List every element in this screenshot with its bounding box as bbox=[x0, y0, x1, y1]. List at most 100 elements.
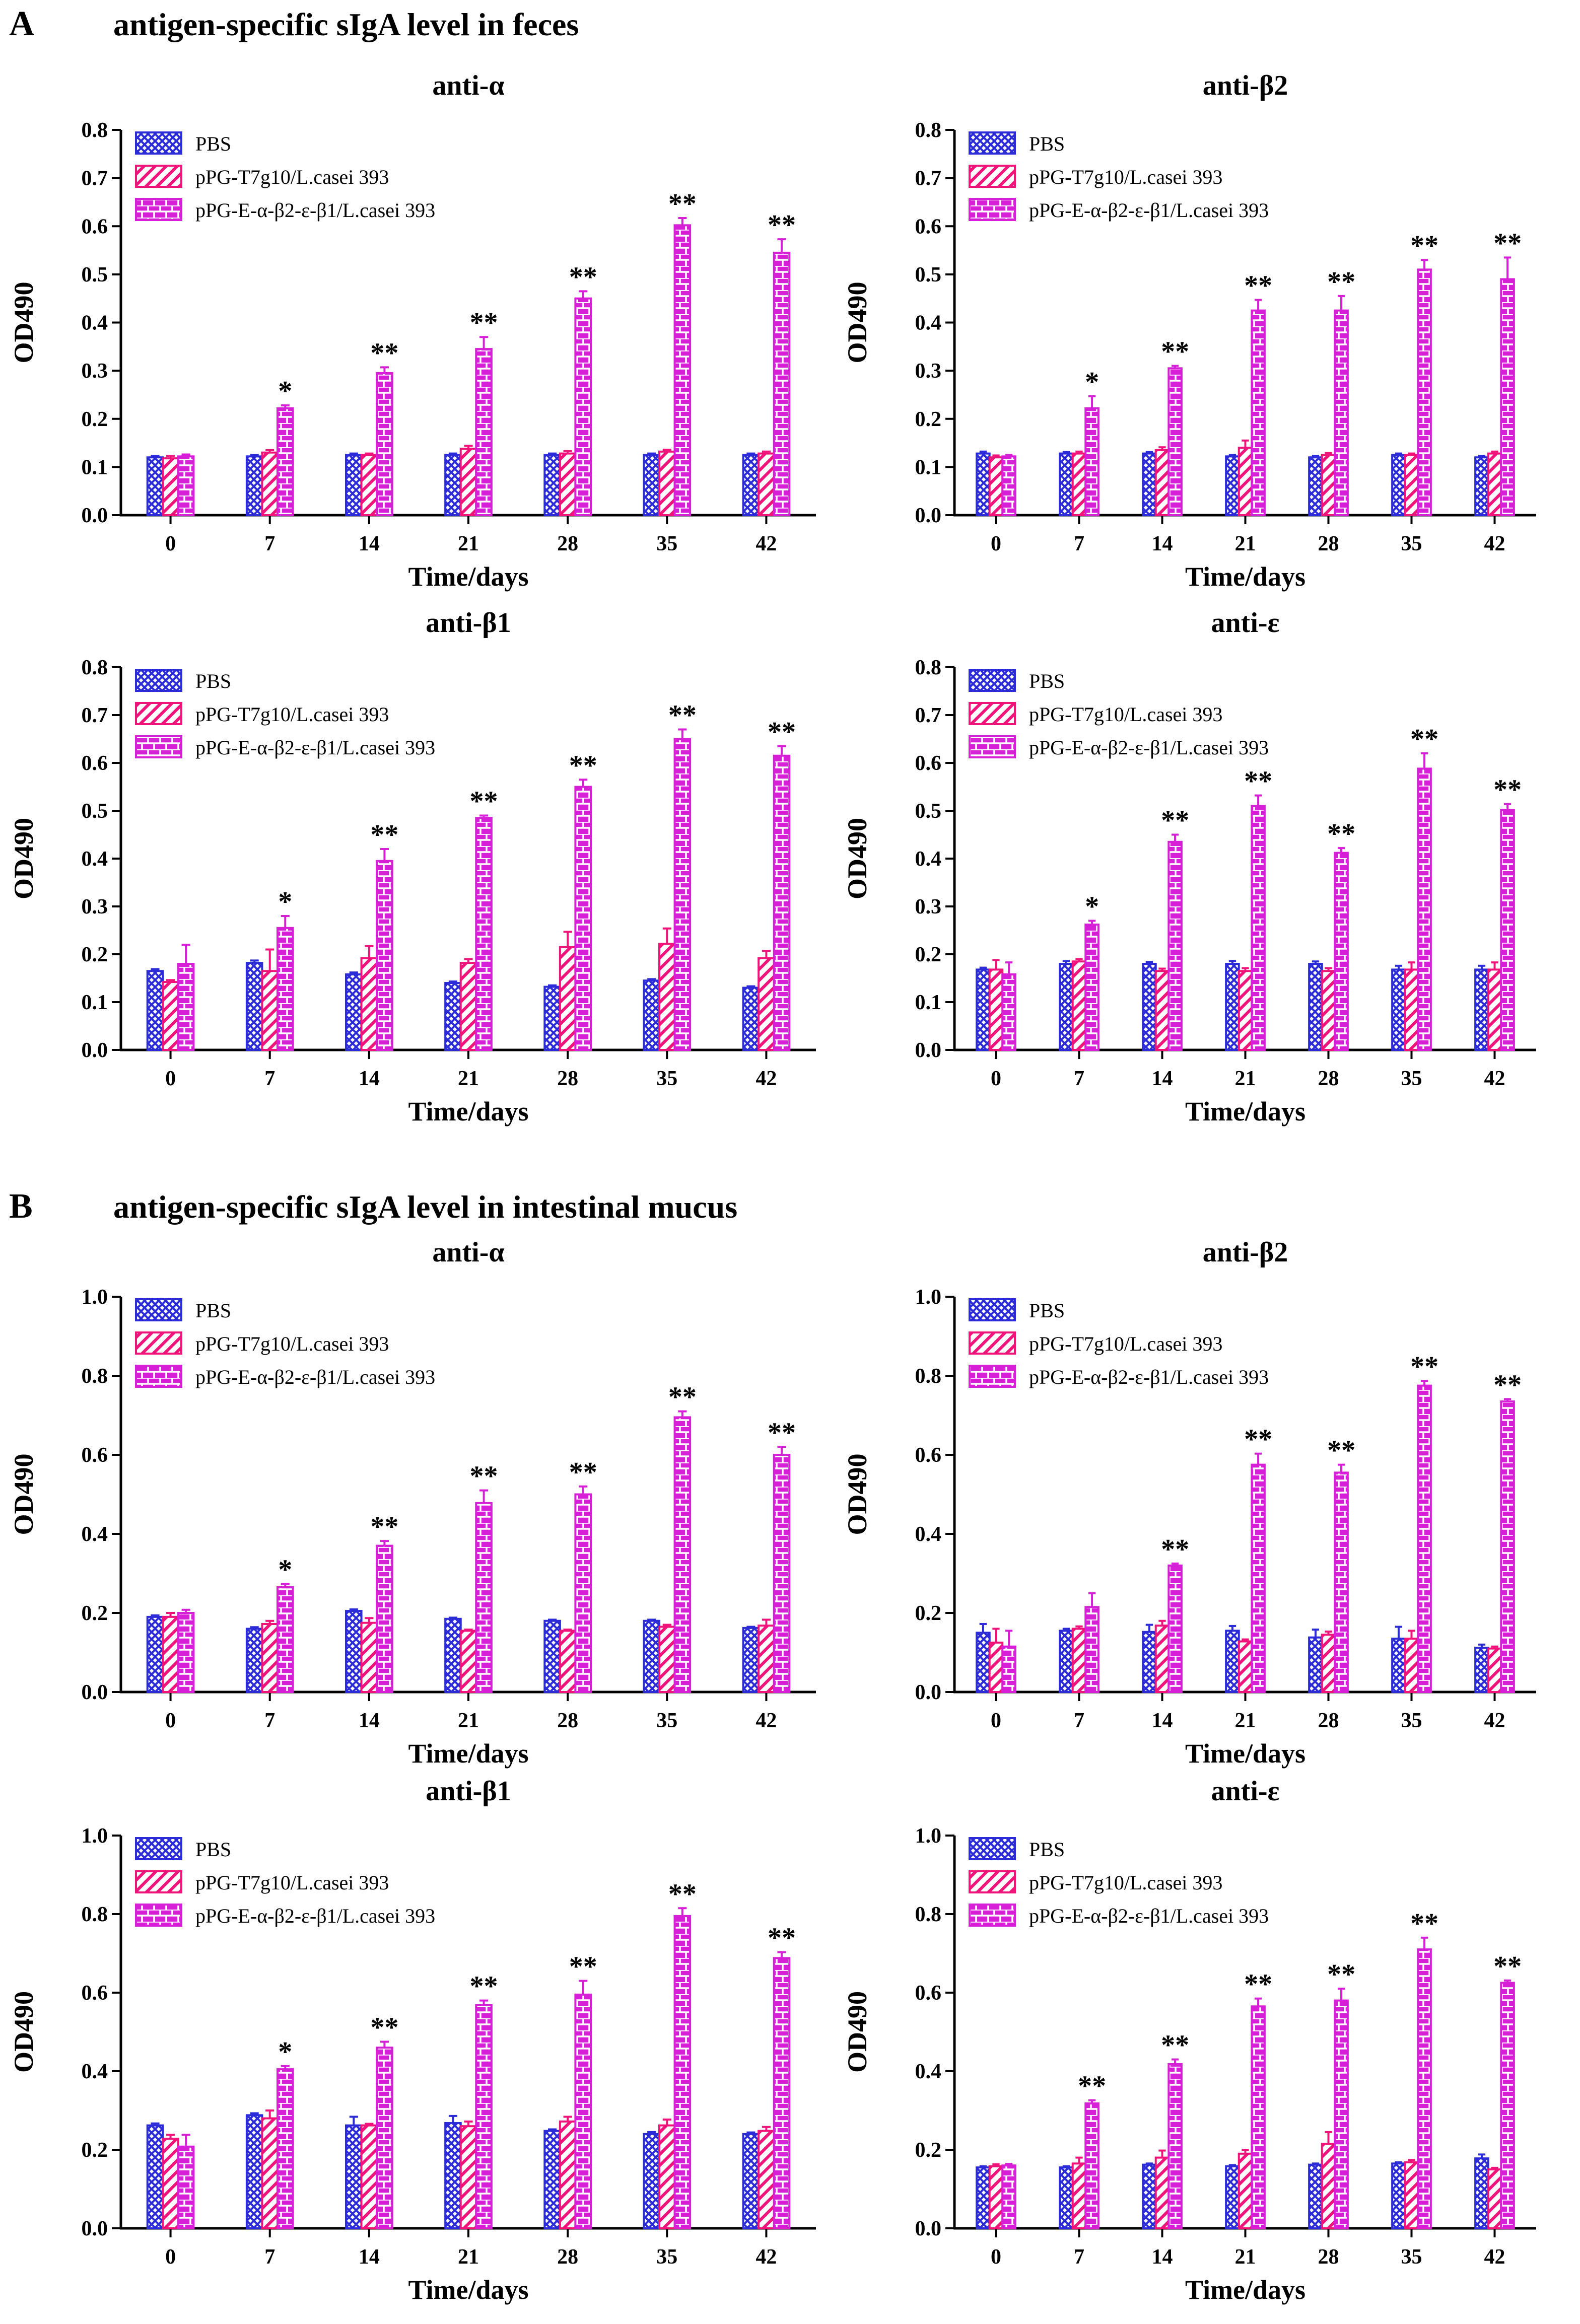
x-tick-label: 28 bbox=[557, 2245, 578, 2269]
bar-pbs bbox=[146, 970, 164, 1051]
bar-vector bbox=[559, 2120, 577, 2229]
bar-pbs bbox=[146, 1615, 164, 1694]
chart-title: anti-ε bbox=[1211, 607, 1280, 639]
significance-label: ** bbox=[569, 1457, 597, 1488]
significance-label: ** bbox=[1161, 805, 1189, 836]
bar-pbs bbox=[245, 455, 263, 517]
significance-label: ** bbox=[569, 1951, 597, 1983]
y-tick-label: 0.0 bbox=[82, 2217, 108, 2240]
y-tick-label: 0.3 bbox=[915, 895, 942, 919]
legend-swatch bbox=[969, 1837, 1016, 1860]
chart-b-7: anti-ε 0.0 0.2 0.4 0.6 0.8 1.0 OD490 Time/days 0 7… bbox=[842, 1776, 1536, 2305]
legend-swatch bbox=[969, 1298, 1016, 1321]
y-axis-title: OD490 bbox=[9, 1454, 39, 1535]
bar-recombinant bbox=[376, 1544, 393, 1694]
bar-recombinant bbox=[276, 1586, 294, 1694]
bar-pbs bbox=[742, 2133, 760, 2229]
y-tick-label: 0.5 bbox=[82, 263, 108, 287]
bar-pbs bbox=[1225, 1630, 1240, 1693]
bar-pbs bbox=[1474, 968, 1489, 1051]
legend-label: pPG-E-α-β2-ε-β1/L.casei 393 bbox=[1029, 736, 1269, 759]
bar-vector bbox=[758, 1625, 775, 1694]
section-b-letter: B bbox=[9, 1187, 33, 1226]
bar-pbs bbox=[146, 2124, 164, 2230]
bar-pbs bbox=[1391, 1638, 1406, 1693]
bar-vector bbox=[559, 946, 577, 1051]
bar-recombinant bbox=[475, 817, 493, 1051]
y-tick-label: 0.0 bbox=[915, 1681, 942, 1704]
bar-vector bbox=[1321, 454, 1336, 516]
bar-pbs bbox=[1142, 963, 1157, 1051]
bar-vector bbox=[360, 454, 378, 516]
bar-recombinant bbox=[574, 786, 592, 1051]
bar-vector bbox=[261, 1623, 279, 1693]
y-axis-title: OD490 bbox=[842, 818, 872, 899]
legend-swatch bbox=[135, 198, 182, 221]
y-tick-label: 0.5 bbox=[915, 800, 942, 823]
y-tick-label: 1.0 bbox=[82, 1824, 108, 1848]
significance-label: ** bbox=[668, 700, 697, 731]
legend-label: pPG-T7g10/L.casei 393 bbox=[1029, 1332, 1222, 1355]
y-axis-title: OD490 bbox=[842, 1454, 872, 1535]
bar-vector bbox=[1238, 1640, 1253, 1694]
significance-label: ** bbox=[1161, 1534, 1189, 1565]
bar-pbs bbox=[742, 454, 760, 516]
bar-pbs bbox=[444, 1617, 462, 1693]
y-tick-label: 0.6 bbox=[82, 215, 108, 238]
x-tick-label: 7 bbox=[264, 2245, 275, 2269]
y-tick-label: 1.0 bbox=[915, 1824, 942, 1848]
x-tick-label: 21 bbox=[458, 1067, 479, 1090]
legend-swatch bbox=[135, 165, 182, 188]
bar-recombinant bbox=[1167, 1564, 1183, 1694]
significance-label: ** bbox=[470, 1461, 498, 1492]
significance-label: ** bbox=[1410, 1908, 1438, 1939]
significance-label: ** bbox=[569, 261, 597, 293]
bar-pbs bbox=[444, 454, 462, 516]
x-tick-label: 42 bbox=[1484, 2245, 1505, 2269]
significance-label: ** bbox=[668, 1382, 697, 1413]
bar-pbs bbox=[543, 1619, 561, 1693]
y-tick-label: 0.0 bbox=[82, 1039, 108, 1062]
bar-recombinant bbox=[1334, 309, 1349, 516]
chart-b-5: anti-β2 0.0 0.2 0.4 0.6 0.8 1.0 OD490 Time/days 0… bbox=[842, 1237, 1536, 1769]
legend-label: pPG-T7g10/L.casei 393 bbox=[195, 1332, 389, 1355]
bar-pbs bbox=[543, 454, 561, 516]
x-tick-label: 35 bbox=[1401, 2245, 1422, 2269]
legend-label: pPG-T7g10/L.casei 393 bbox=[1029, 1871, 1222, 1894]
bar-pbs bbox=[1308, 456, 1323, 516]
bar-pbs bbox=[1059, 1630, 1074, 1693]
bar-recombinant bbox=[574, 1493, 592, 1693]
legend-label: PBS bbox=[1029, 670, 1065, 692]
x-tick-label: 7 bbox=[1074, 1067, 1084, 1090]
bar-pbs bbox=[1308, 2163, 1323, 2230]
chart-b-6: anti-β1 0.0 0.2 0.4 0.6 0.8 1.0 OD490 Time/days 0… bbox=[9, 1776, 816, 2305]
legend-swatch bbox=[135, 669, 182, 692]
y-tick-label: 1.0 bbox=[915, 1286, 942, 1309]
bar-pbs bbox=[1059, 2166, 1074, 2230]
bar-recombinant bbox=[773, 1957, 791, 2230]
bar-vector bbox=[261, 970, 279, 1051]
bar-pbs bbox=[444, 982, 462, 1051]
legend-swatch bbox=[969, 165, 1016, 188]
bar-recombinant bbox=[773, 1454, 791, 1693]
bar-pbs bbox=[643, 979, 661, 1051]
x-tick-label: 14 bbox=[359, 1709, 380, 1732]
bar-recombinant bbox=[1500, 1982, 1515, 2229]
y-tick-label: 0.1 bbox=[82, 456, 108, 479]
bar-pbs bbox=[976, 1632, 991, 1693]
x-tick-label: 0 bbox=[991, 1067, 1001, 1090]
bar-recombinant bbox=[276, 2068, 294, 2230]
y-tick-label: 0.8 bbox=[82, 1365, 108, 1388]
bar-pbs bbox=[643, 2133, 661, 2229]
x-tick-label: 21 bbox=[458, 2245, 479, 2269]
bar-vector bbox=[988, 2165, 1004, 2229]
y-tick-label: 0.4 bbox=[82, 1523, 108, 1546]
significance-label: * bbox=[278, 376, 292, 407]
legend-swatch bbox=[135, 1837, 182, 1860]
y-tick-label: 0.2 bbox=[82, 2139, 108, 2162]
legend-swatch bbox=[135, 735, 182, 758]
x-tick-label: 0 bbox=[991, 2245, 1001, 2269]
legend-label: PBS bbox=[195, 1838, 231, 1861]
significance-label: ** bbox=[1410, 230, 1438, 261]
bar-pbs bbox=[976, 968, 991, 1051]
